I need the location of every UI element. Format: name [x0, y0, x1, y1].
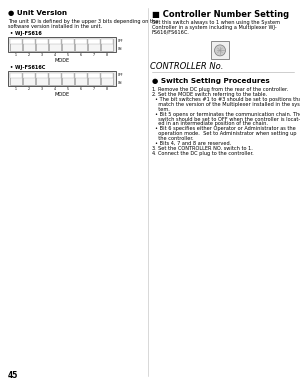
- Text: • WJ-FS616: • WJ-FS616: [10, 31, 42, 36]
- Bar: [23, 39, 35, 44]
- Text: Controller in a system including a Multiplexer WJ-: Controller in a system including a Multi…: [152, 25, 277, 30]
- Text: 45: 45: [8, 371, 18, 380]
- Bar: [101, 73, 113, 78]
- Bar: [36, 39, 48, 44]
- Text: 1: 1: [15, 87, 17, 91]
- Text: The unit ID is defined by the upper 3 bits depending on the: The unit ID is defined by the upper 3 bi…: [8, 19, 158, 24]
- Text: 5: 5: [67, 53, 69, 57]
- Bar: [88, 73, 100, 85]
- Text: 6: 6: [80, 53, 82, 57]
- Bar: [8, 37, 116, 52]
- Text: ed in an intermediate position of the chain.: ed in an intermediate position of the ch…: [155, 121, 268, 126]
- Bar: [49, 38, 61, 50]
- Bar: [62, 73, 74, 78]
- Text: 3: 3: [41, 87, 43, 91]
- Text: tem.: tem.: [155, 107, 170, 112]
- Text: MODE: MODE: [54, 58, 70, 63]
- Bar: [36, 73, 48, 78]
- Text: OFF: OFF: [118, 38, 123, 43]
- Text: • WJ-FS616C: • WJ-FS616C: [10, 65, 45, 70]
- Bar: [62, 39, 74, 44]
- Text: ● Unit Version: ● Unit Version: [8, 10, 67, 16]
- Text: ● Switch Setting Procedures: ● Switch Setting Procedures: [152, 78, 270, 85]
- Text: Set the MODE switch referring to the table.: Set the MODE switch referring to the tab…: [158, 92, 267, 97]
- Bar: [75, 39, 87, 44]
- Text: 3: 3: [41, 53, 43, 57]
- Bar: [23, 73, 35, 78]
- Text: match the version of the Multiplexer installed in the sys-: match the version of the Multiplexer ins…: [155, 102, 300, 107]
- Text: 4: 4: [54, 87, 56, 91]
- Bar: [62, 38, 74, 50]
- Text: FS616/FS616C.: FS616/FS616C.: [152, 29, 190, 35]
- Text: Set this switch always to 1 when using the System: Set this switch always to 1 when using t…: [152, 20, 280, 25]
- Bar: [36, 73, 48, 85]
- Text: 2: 2: [28, 53, 30, 57]
- Text: • The bit switches #1 to #3 should be set to positions that: • The bit switches #1 to #3 should be se…: [155, 97, 300, 102]
- Bar: [23, 73, 35, 85]
- Bar: [75, 73, 87, 78]
- Bar: [10, 73, 22, 78]
- Text: 4: 4: [54, 53, 56, 57]
- Text: 1: 1: [15, 53, 17, 57]
- Text: switch should be set to OFF when the controller is locat-: switch should be set to OFF when the con…: [155, 117, 300, 121]
- Text: operation mode.  Set to Administrator when setting up: operation mode. Set to Administrator whe…: [155, 131, 296, 136]
- Text: Connect the DC plug to the controller.: Connect the DC plug to the controller.: [158, 151, 254, 156]
- Text: the controller.: the controller.: [155, 136, 194, 141]
- Bar: [49, 73, 61, 78]
- Text: 8: 8: [106, 53, 108, 57]
- Text: 6: 6: [80, 87, 82, 91]
- Text: • Bits 4, 7 and 8 are reserved.: • Bits 4, 7 and 8 are reserved.: [155, 140, 231, 146]
- Bar: [8, 71, 116, 86]
- Bar: [211, 42, 229, 59]
- Text: Remove the DC plug from the rear of the controller.: Remove the DC plug from the rear of the …: [158, 87, 288, 92]
- Bar: [101, 73, 113, 85]
- Text: software version installed in the unit.: software version installed in the unit.: [8, 24, 102, 29]
- Bar: [75, 73, 87, 85]
- Bar: [49, 73, 61, 85]
- Bar: [10, 73, 22, 85]
- Bar: [88, 73, 100, 78]
- Text: ON: ON: [118, 80, 122, 85]
- Bar: [101, 38, 113, 50]
- Text: Set the CONTROLLER NO. switch to 1.: Set the CONTROLLER NO. switch to 1.: [158, 146, 253, 151]
- Text: ■ Controller Number Setting: ■ Controller Number Setting: [152, 10, 289, 19]
- Text: • Bit 6 specifies either Operator or Administrator as the: • Bit 6 specifies either Operator or Adm…: [155, 126, 296, 131]
- Text: 8: 8: [106, 87, 108, 91]
- Bar: [75, 38, 87, 50]
- Text: ON: ON: [118, 47, 122, 50]
- Bar: [88, 38, 100, 50]
- Bar: [62, 73, 74, 85]
- Text: 4.: 4.: [152, 151, 157, 156]
- Text: OFF: OFF: [118, 73, 123, 76]
- Text: 2.: 2.: [152, 92, 157, 97]
- Text: 7: 7: [93, 53, 95, 57]
- Bar: [23, 38, 35, 50]
- Bar: [101, 39, 113, 44]
- Text: 1.: 1.: [152, 87, 157, 92]
- Bar: [49, 39, 61, 44]
- Text: MODE: MODE: [54, 92, 70, 97]
- Text: 2: 2: [28, 87, 30, 91]
- Text: 7: 7: [93, 87, 95, 91]
- Bar: [88, 39, 100, 44]
- Text: • Bit 5 opens or terminates the communication chain. The: • Bit 5 opens or terminates the communic…: [155, 112, 300, 117]
- Text: 3.: 3.: [152, 146, 157, 151]
- Bar: [10, 39, 22, 44]
- Text: CONTROLLER No.: CONTROLLER No.: [150, 62, 224, 71]
- Bar: [10, 38, 22, 50]
- Circle shape: [214, 45, 226, 56]
- Bar: [36, 38, 48, 50]
- Text: 5: 5: [67, 87, 69, 91]
